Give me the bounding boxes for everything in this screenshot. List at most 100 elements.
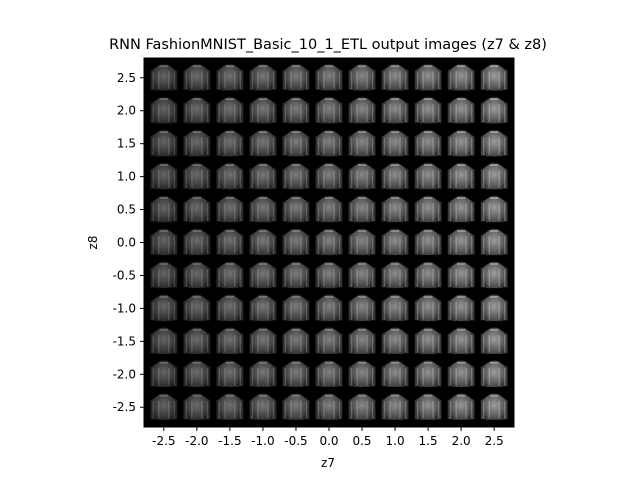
- y-tick-label: 0.5: [117, 203, 136, 217]
- image-cell: [381, 63, 409, 91]
- x-tick-label: 2.5: [485, 434, 504, 448]
- image-cell: [315, 96, 343, 124]
- image-cell: [183, 63, 211, 91]
- image-cell: [249, 261, 277, 289]
- image-cell: [480, 393, 508, 420]
- y-axis: 2.5 2.0 1.5 1.0 0.5 0.0 -0.5 -1.0 -1.5 -2.0 -2.5: [113, 71, 144, 414]
- x-tick-label: 1.5: [419, 434, 438, 448]
- image-cell: [282, 96, 310, 124]
- image-cell: [249, 228, 277, 256]
- image-cell: [447, 129, 475, 157]
- image-cell: [447, 162, 475, 190]
- y-tick-label: -0.5: [113, 268, 136, 282]
- x-axis-label: z7: [321, 456, 335, 470]
- image-cell: [447, 261, 475, 289]
- image-cell: [414, 96, 442, 124]
- image-cell: [150, 393, 178, 420]
- x-tick-label: -2.0: [185, 434, 208, 448]
- image-cell: [348, 294, 376, 322]
- x-tick-label: -0.5: [284, 434, 307, 448]
- image-cell: [216, 261, 244, 289]
- image-cell: [414, 360, 442, 387]
- image-cell: [249, 162, 277, 190]
- image-cell: [480, 195, 508, 223]
- y-tick-label: 2.5: [117, 71, 136, 85]
- image-cell: [282, 294, 310, 322]
- image-cell: [315, 261, 343, 289]
- image-cell: [414, 129, 442, 157]
- image-cell: [348, 195, 376, 223]
- image-cell: [315, 63, 343, 91]
- image-cell: [315, 327, 343, 355]
- image-cell: [282, 162, 310, 190]
- image-cell: [480, 261, 508, 289]
- image-cell: [249, 360, 277, 387]
- image-cell: [183, 393, 211, 420]
- image-cell: [150, 195, 178, 223]
- image-cell: [216, 360, 244, 387]
- image-cell: [150, 63, 178, 91]
- image-cell: [150, 96, 178, 124]
- image-cell: [480, 327, 508, 355]
- image-cell: [348, 393, 376, 420]
- image-cell: [480, 63, 508, 91]
- image-cell: [348, 360, 376, 387]
- y-tick-label: 2.0: [117, 104, 136, 118]
- image-cell: [249, 129, 277, 157]
- image-cell: [414, 294, 442, 322]
- image-cell: [216, 228, 244, 256]
- y-tick-label: -2.5: [113, 400, 136, 414]
- image-cell: [381, 393, 409, 420]
- image-cell: [315, 360, 343, 387]
- plot-area: [143, 57, 515, 428]
- y-tick-label: -1.5: [113, 334, 136, 348]
- image-cell: [249, 294, 277, 322]
- image-cell: [216, 294, 244, 322]
- image-cell: [150, 228, 178, 256]
- image-cell: [348, 96, 376, 124]
- image-cell: [414, 228, 442, 256]
- image-cell: [414, 327, 442, 355]
- image-cell: [183, 162, 211, 190]
- image-cell: [150, 129, 178, 157]
- image-cells: [150, 63, 508, 420]
- image-cell: [183, 261, 211, 289]
- image-cell: [348, 162, 376, 190]
- image-cell: [381, 96, 409, 124]
- image-cell: [249, 327, 277, 355]
- image-cell: [414, 261, 442, 289]
- image-cell: [447, 294, 475, 322]
- image-cell: [216, 162, 244, 190]
- image-cell: [315, 129, 343, 157]
- image-cell: [447, 228, 475, 256]
- y-axis-label: z8: [86, 236, 100, 250]
- image-cell: [381, 162, 409, 190]
- image-cell: [282, 360, 310, 387]
- image-cell: [315, 195, 343, 223]
- y-tick-label: 1.5: [117, 137, 136, 151]
- image-cell: [381, 360, 409, 387]
- image-cell: [381, 327, 409, 355]
- image-cell: [282, 195, 310, 223]
- image-cell: [480, 228, 508, 256]
- y-tick-label: -1.0: [113, 301, 136, 315]
- image-cell: [282, 129, 310, 157]
- x-tick-label: -2.5: [152, 434, 175, 448]
- x-tick-label: -1.0: [251, 434, 274, 448]
- image-cell: [381, 195, 409, 223]
- image-cell: [249, 63, 277, 91]
- image-cell: [150, 360, 178, 387]
- image-cell: [183, 228, 211, 256]
- image-cell: [348, 129, 376, 157]
- image-cell: [447, 393, 475, 420]
- image-cell: [282, 393, 310, 420]
- image-cell: [216, 327, 244, 355]
- image-cell: [315, 162, 343, 190]
- image-cell: [216, 393, 244, 420]
- image-cell: [447, 360, 475, 387]
- image-cell: [150, 261, 178, 289]
- image-cell: [447, 327, 475, 355]
- image-cell: [381, 129, 409, 157]
- image-cell: [480, 96, 508, 124]
- image-cell: [480, 162, 508, 190]
